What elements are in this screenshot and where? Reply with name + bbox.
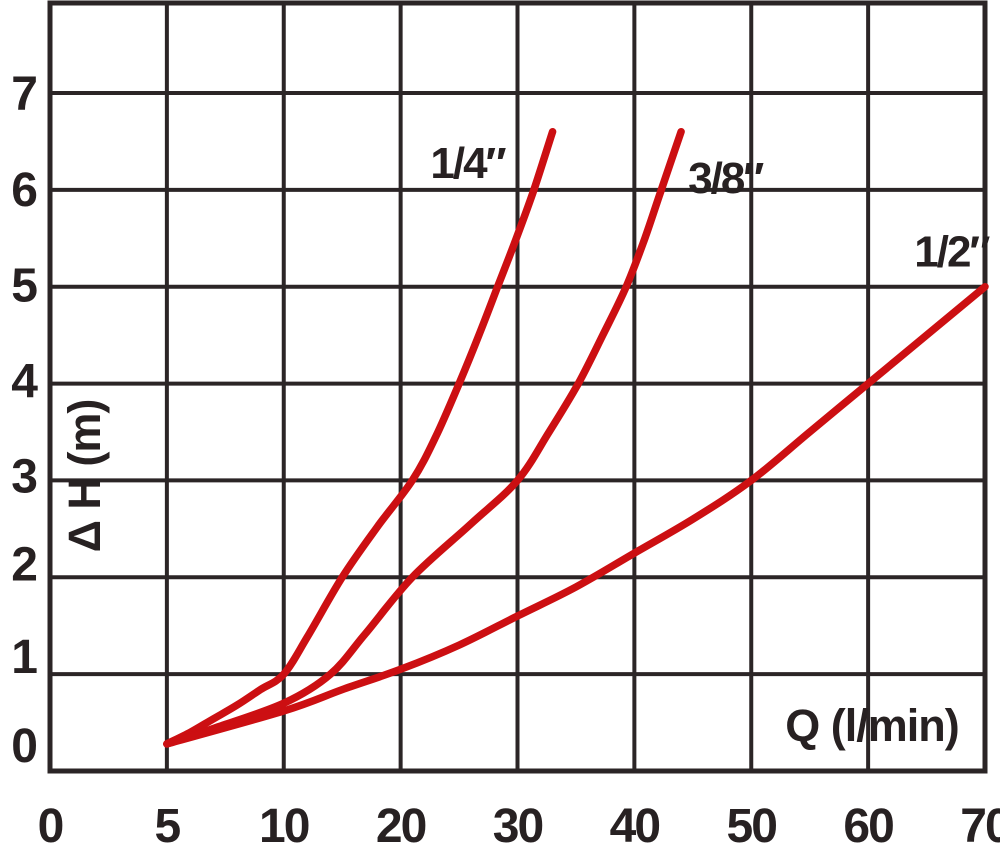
y-tick-labels: 0 1 2 3 4 5 6 7 [11,68,40,773]
plot-border [47,0,988,774]
y-tick-label: 0 [11,720,36,773]
curve-3-8-in [163,127,685,748]
x-tick-label: 50 [727,800,777,843]
y-tick-label: 7 [11,68,36,121]
x-tick-label: 70 [960,800,1000,843]
series-label: 1/4″ [430,139,506,188]
y-tick-label: 5 [11,260,37,313]
series-label: 3/8″ [688,154,764,203]
y-tick-label: 1 [11,631,37,684]
curve-1-2-in [163,282,989,748]
series-labels: 1/4″ 3/8″ 1/2″ [430,139,992,276]
x-axis-title: Q (l/min) [785,700,958,751]
x-tick-label: 5 [155,800,181,843]
y-tick-label: 4 [11,356,38,409]
y-tick-label: 3 [11,450,36,503]
x-tick-label: 20 [376,800,426,843]
y-axis-title: Δ H (m) [59,400,110,553]
x-tick-labels: 0 5 10 20 30 40 50 60 70 [38,800,1000,843]
series-label: 1/2″ [914,227,990,276]
x-tick-label: 0 [38,800,63,843]
grid-lines [47,0,988,774]
y-tick-label: 6 [11,164,36,217]
x-tick-label: 60 [843,800,893,843]
curves [163,127,989,748]
x-tick-label: 30 [493,800,543,843]
x-tick-label: 40 [610,800,660,843]
curve-1-4-in [163,127,557,748]
y-tick-label: 2 [11,538,36,591]
x-tick-label: 10 [259,800,309,843]
